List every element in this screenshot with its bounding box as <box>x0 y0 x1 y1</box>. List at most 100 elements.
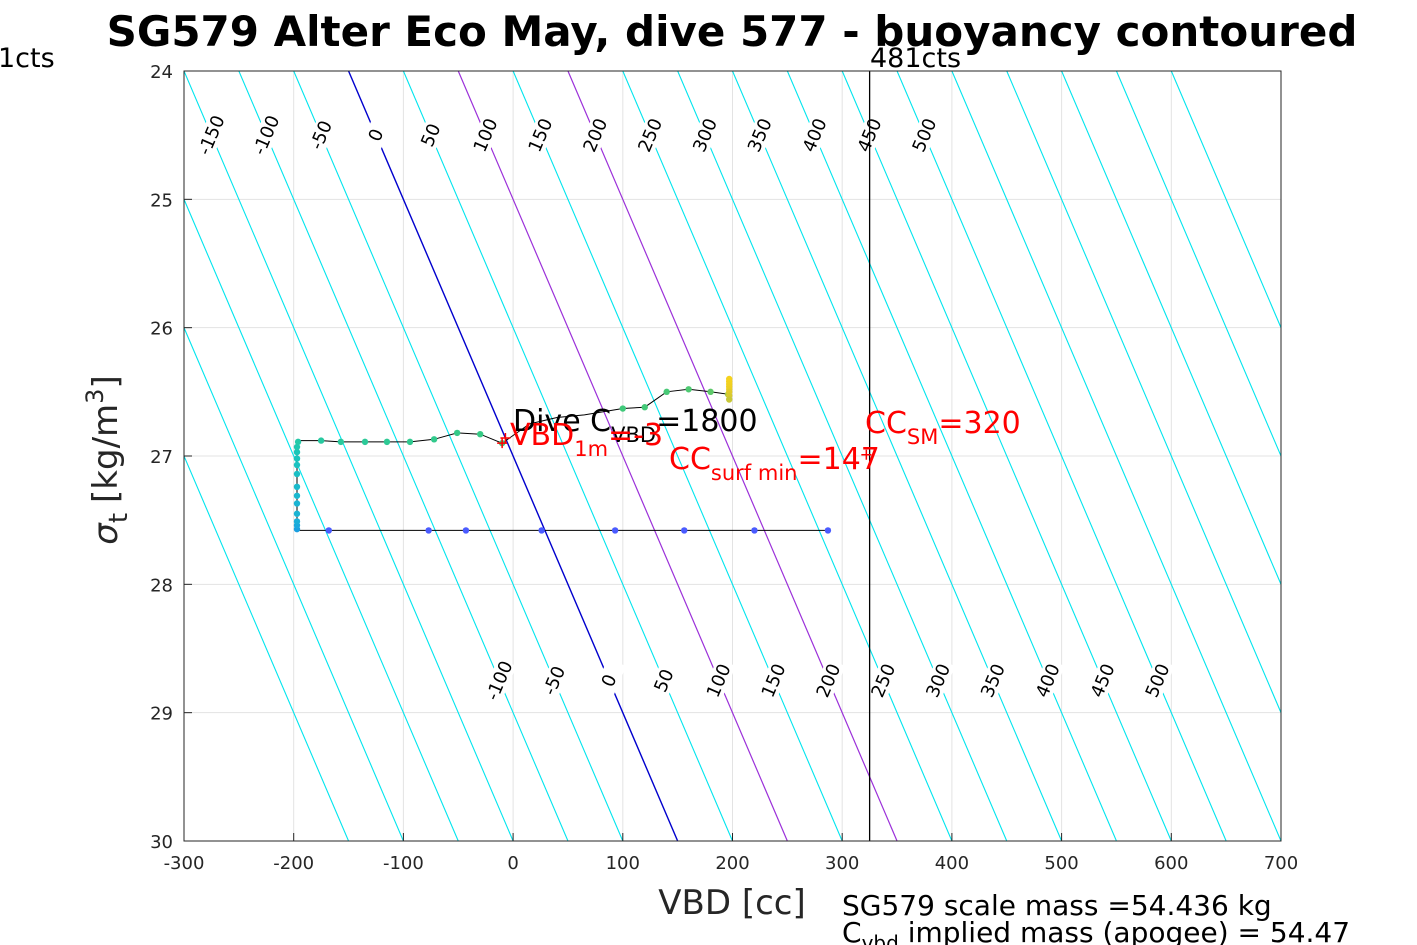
contour-line <box>457 71 788 841</box>
data-point <box>293 483 301 490</box>
contour-label-bg <box>975 658 1011 703</box>
contour-line <box>622 71 953 841</box>
data-point <box>383 438 391 446</box>
x-tick-label: 300 <box>825 853 859 874</box>
annotations: Dive CVBD=1800 VBD1m=-3 CCsurf min=147 C… <box>510 404 1021 485</box>
implied-mass-text: Cvbd implied mass (apogee) = 54.47 <box>842 916 1350 945</box>
plus-mark <box>861 449 872 460</box>
data-point <box>361 438 369 446</box>
data-point <box>751 527 758 534</box>
contour-label-bg <box>482 658 517 703</box>
contour-label-bg <box>1140 658 1175 703</box>
plus-mark <box>497 438 508 449</box>
data-point <box>293 448 301 456</box>
vbd-1m-annotation: VBD1m=-3 <box>510 418 663 461</box>
y-tick-label: 25 <box>150 190 173 211</box>
contour-line <box>293 71 624 841</box>
dive-c-vbd-annotation: Dive CVBD=1800 <box>513 404 758 447</box>
data-point <box>406 438 414 446</box>
data-point <box>611 527 619 534</box>
contour-line <box>347 71 679 841</box>
x-tick-label: -100 <box>383 853 424 874</box>
data-point <box>685 386 692 393</box>
x-tick-label: 700 <box>1264 853 1298 874</box>
x-tick-label: -300 <box>164 853 205 874</box>
contour-label-bg <box>304 112 339 158</box>
y-tick-label: 27 <box>150 447 173 468</box>
contour-line <box>184 454 350 841</box>
x-axis-label: VBD [cc] <box>658 883 806 923</box>
contour-line <box>512 71 843 841</box>
data-point <box>476 430 484 438</box>
y-axis-label: σt[kg/m3] <box>81 375 134 544</box>
data-point <box>293 510 301 517</box>
data-point <box>293 500 301 507</box>
data-point <box>663 388 670 396</box>
contour-line <box>1170 71 1281 330</box>
contour-label-bg <box>578 112 613 158</box>
contour-label-bg <box>907 112 942 158</box>
x-tick-label: 400 <box>935 853 969 874</box>
x-axis-ticks: -300 -200 -100 0 100 200 300 400 500 600 700 <box>164 833 1298 874</box>
contour-label-bg <box>1030 658 1065 703</box>
contour-label-bg <box>249 112 284 158</box>
y-tick-label: 30 <box>150 832 173 853</box>
y-tick-label: 26 <box>150 319 173 340</box>
contour-label-bg <box>468 112 503 158</box>
data-point <box>824 527 832 534</box>
contour-label-bg <box>811 658 846 703</box>
data-point <box>293 492 301 499</box>
x-tick-label: 0 <box>507 853 518 874</box>
contour-line <box>677 71 1008 841</box>
contour-label-bg <box>358 112 394 158</box>
contour-label-bg <box>537 658 572 703</box>
contour-line <box>1115 71 1281 458</box>
contour-label-bg <box>523 112 558 158</box>
plus-mark <box>500 433 511 444</box>
y-tick-label: 24 <box>150 62 173 83</box>
data-point <box>430 436 438 443</box>
contour-label-bg <box>646 658 681 703</box>
data-point <box>707 388 714 396</box>
data-point <box>726 396 733 403</box>
data-point <box>293 518 301 525</box>
contour-label-bg <box>921 658 956 703</box>
contour-label-bg <box>701 658 736 703</box>
contour-label-bg <box>1085 658 1120 703</box>
contour-line <box>731 71 1063 841</box>
contour-label-bg <box>756 658 791 703</box>
data-point <box>453 429 461 437</box>
data-point <box>317 437 325 444</box>
contour-label-bg <box>688 112 723 158</box>
contour-line <box>1061 71 1281 586</box>
cc-surf-min-annotation: CCsurf min=147 <box>669 442 880 485</box>
data-point <box>293 443 301 451</box>
contour-label-bg <box>742 112 777 158</box>
contour-label-bg <box>797 112 832 158</box>
contour-line <box>238 71 569 841</box>
buoyancy-contours <box>184 71 1281 841</box>
left-edge-label: 1cts <box>0 43 55 74</box>
contour-line <box>184 71 514 841</box>
contour-label: -150 <box>194 112 229 158</box>
data-point <box>681 527 688 534</box>
data-point <box>538 527 545 534</box>
dive-trajectory <box>293 375 832 534</box>
y-tick-label: 29 <box>150 704 173 725</box>
y-axis-ticks: 24 25 26 27 28 29 30 <box>150 62 192 853</box>
data-point <box>294 438 302 446</box>
contour-label-bg <box>866 658 901 703</box>
data-point <box>293 455 301 462</box>
cc-sm-annotation: CCSM=320 <box>865 406 1021 449</box>
data-point <box>293 470 301 478</box>
contour-line <box>841 71 1172 841</box>
vertical-line-label: 481cts <box>870 43 961 74</box>
contour-line <box>184 197 459 841</box>
y-tick-label: 28 <box>150 575 173 596</box>
data-point <box>293 461 301 469</box>
x-tick-label: 500 <box>1044 853 1078 874</box>
scale-mass-text: SG579 scale mass =54.436 kg <box>842 889 1272 922</box>
data-point <box>425 527 432 534</box>
contour-line <box>786 71 1117 841</box>
annotation-plus-marks <box>497 433 872 460</box>
